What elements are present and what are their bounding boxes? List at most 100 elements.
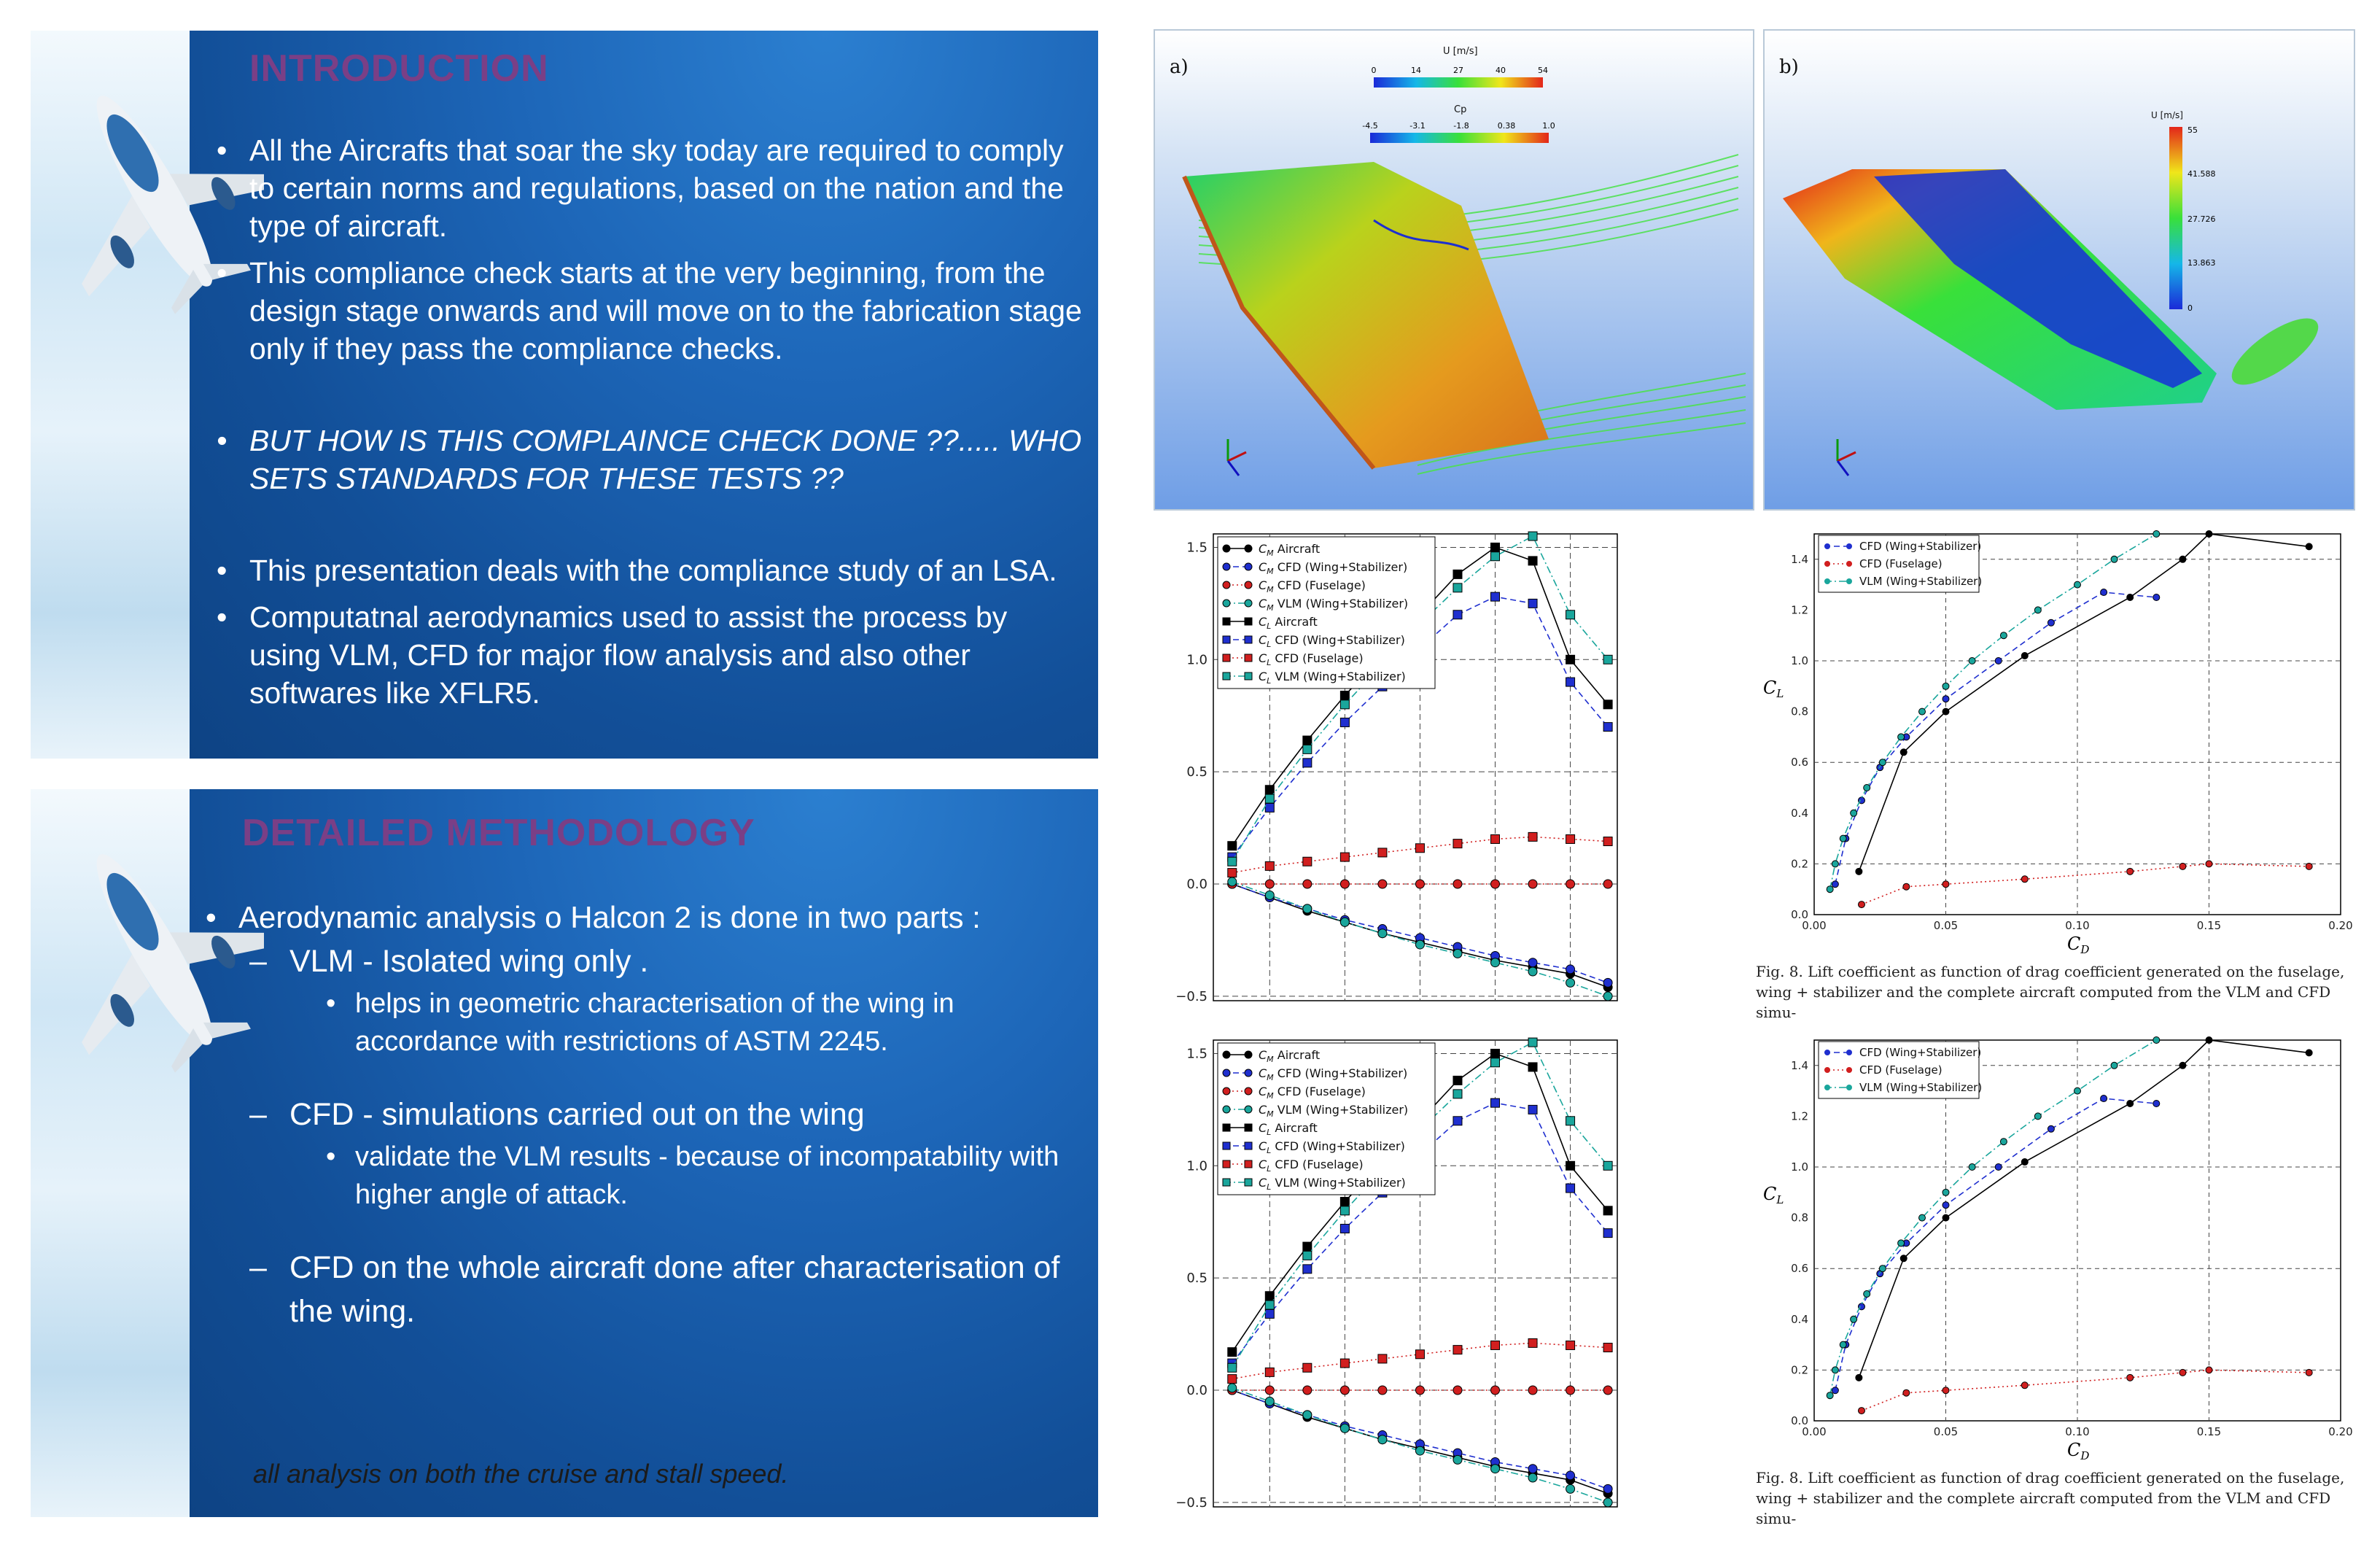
x-tick-label: 0.15 (2197, 1425, 2221, 1438)
colorbar-label: U [m/s] (1443, 46, 1478, 57)
data-point (1490, 1058, 1501, 1068)
legend-marker (1824, 578, 1830, 584)
series-line (1835, 592, 2157, 885)
data-point (1490, 1385, 1501, 1395)
data-point (1878, 1265, 1886, 1273)
data-point (2110, 1061, 2118, 1069)
y-tick-label: 0.8 (1791, 705, 1808, 718)
y-tick-label: 1.2 (1791, 603, 1808, 616)
legend-label: CL Aircraft (1259, 1121, 1318, 1137)
drag-polar-chart: 0.0 0.2 0.4 0.6 0.8 1.0 1.2 1.4 0.00 0.05 0.10 0.15… (1763, 530, 2353, 956)
data-point (2126, 1373, 2134, 1381)
colorbar-u (2169, 127, 2182, 309)
legend-box (1217, 1042, 1436, 1195)
series-aircraft (1855, 530, 2313, 875)
series-line (1232, 883, 1609, 984)
tick-label: 54 (1538, 66, 1548, 75)
sub-item: validate the VLM results - because of in… (195, 1138, 1084, 1214)
data-point (1603, 991, 1613, 1001)
legend-label: CL Aircraft (1259, 615, 1318, 631)
data-point (1528, 1104, 1538, 1114)
data-point (1302, 1385, 1312, 1395)
data-point (1942, 1188, 1950, 1196)
y-tick-label: 0.4 (1791, 807, 1808, 820)
legend-label: CM VLM (Wing+Stabilizer) (1259, 1103, 1408, 1119)
data-point (1490, 592, 1501, 602)
data-point (1566, 610, 1576, 620)
data-point (1244, 1105, 1253, 1114)
series-line (1835, 1098, 2157, 1391)
data-point (1566, 977, 1576, 988)
data-point (1528, 958, 1538, 968)
data-point (1452, 1345, 1463, 1355)
data-point (2152, 530, 2161, 538)
data-point (1603, 1343, 1613, 1353)
data-point (1222, 1050, 1231, 1059)
data-point (1566, 654, 1576, 664)
data-point (1264, 1300, 1275, 1310)
data-point (1302, 1362, 1312, 1373)
data-point (1244, 544, 1253, 553)
data-point (1942, 1201, 1950, 1209)
slide-methodology: DETAILED METHODOLOGY Aerodynamic analysi… (31, 789, 1098, 1517)
data-point (1227, 1383, 1237, 1393)
data-point (1528, 966, 1538, 977)
data-point (1566, 1116, 1576, 1126)
data-point (1339, 1358, 1350, 1368)
data-point (1528, 831, 1538, 842)
data-point (1566, 1160, 1576, 1171)
y-tick-label: 1.0 (1791, 1160, 1808, 1174)
drag-polar-chart: 0.0 0.2 0.4 0.6 0.8 1.0 1.2 1.4 0.00 0.05 0.10 0.15… (1763, 1036, 2353, 1462)
data-point (2305, 543, 2313, 551)
data-point (1452, 1075, 1463, 1085)
data-point (2179, 555, 2187, 563)
tick-label: 0 (2188, 303, 2193, 313)
bullet-item: This presentation deals with the complia… (206, 551, 1084, 589)
axis-triad-icon (1226, 439, 1247, 476)
data-point (1222, 1087, 1231, 1096)
data-point (1415, 1349, 1425, 1360)
data-point (1490, 958, 1501, 968)
data-point (1377, 928, 1388, 939)
legend-box (1818, 535, 1980, 593)
y-tick-label: 0.6 (1791, 1262, 1808, 1275)
data-point (2205, 860, 2213, 868)
tick-label: 55 (2188, 125, 2198, 135)
bullet-item: Computatnal aerodynamics used to assist … (206, 598, 1084, 712)
data-point (1831, 860, 1839, 868)
data-point (1264, 1308, 1275, 1319)
data-point (1603, 879, 1613, 889)
tick-label: 13.863 (2188, 258, 2216, 268)
tick-label: 1.0 (1542, 121, 1555, 131)
data-point (1831, 1387, 1839, 1395)
bullet-item: BUT HOW IS THIS COMPLAINCE CHECK DONE ??… (206, 422, 1084, 497)
data-point (1603, 654, 1613, 664)
data-point (2205, 1036, 2213, 1044)
legend-label: CM CFD (Fuselage) (1259, 578, 1366, 594)
data-point (1302, 1410, 1312, 1420)
data-point (2021, 652, 2029, 660)
data-point (1863, 1290, 1871, 1298)
data-point (1264, 785, 1275, 795)
data-point (1855, 1373, 1863, 1381)
legend-marker (1824, 1067, 1830, 1073)
data-point (1339, 879, 1350, 889)
legend-box (1818, 1041, 1980, 1099)
dash-item: CFD - simulations carried out on the win… (195, 1093, 1084, 1136)
legend: CFD (Wing+Stabilizer) CFD (Fuselage) VLM (… (1818, 535, 1982, 593)
x-tick-label: 0.20 (2328, 919, 2352, 932)
data-point (1244, 599, 1253, 608)
series-line (1858, 1039, 2309, 1379)
data-point (1244, 1178, 1253, 1187)
series-line (1858, 533, 2309, 872)
data-point (1490, 1340, 1501, 1350)
alpha-chart: 1.5 1.0 0.5 0.0 −0.5 CM Aircraft CM CFD (Wing+… (1175, 531, 1618, 1004)
data-point (1227, 841, 1237, 851)
tick-label: -3.1 (1409, 121, 1425, 131)
data-point (1528, 1473, 1538, 1483)
data-point (1415, 939, 1425, 950)
data-point (2305, 1368, 2313, 1376)
series-line (1829, 533, 2157, 890)
slide-title: INTRODUCTION (249, 47, 549, 90)
data-point (2100, 1095, 2108, 1103)
